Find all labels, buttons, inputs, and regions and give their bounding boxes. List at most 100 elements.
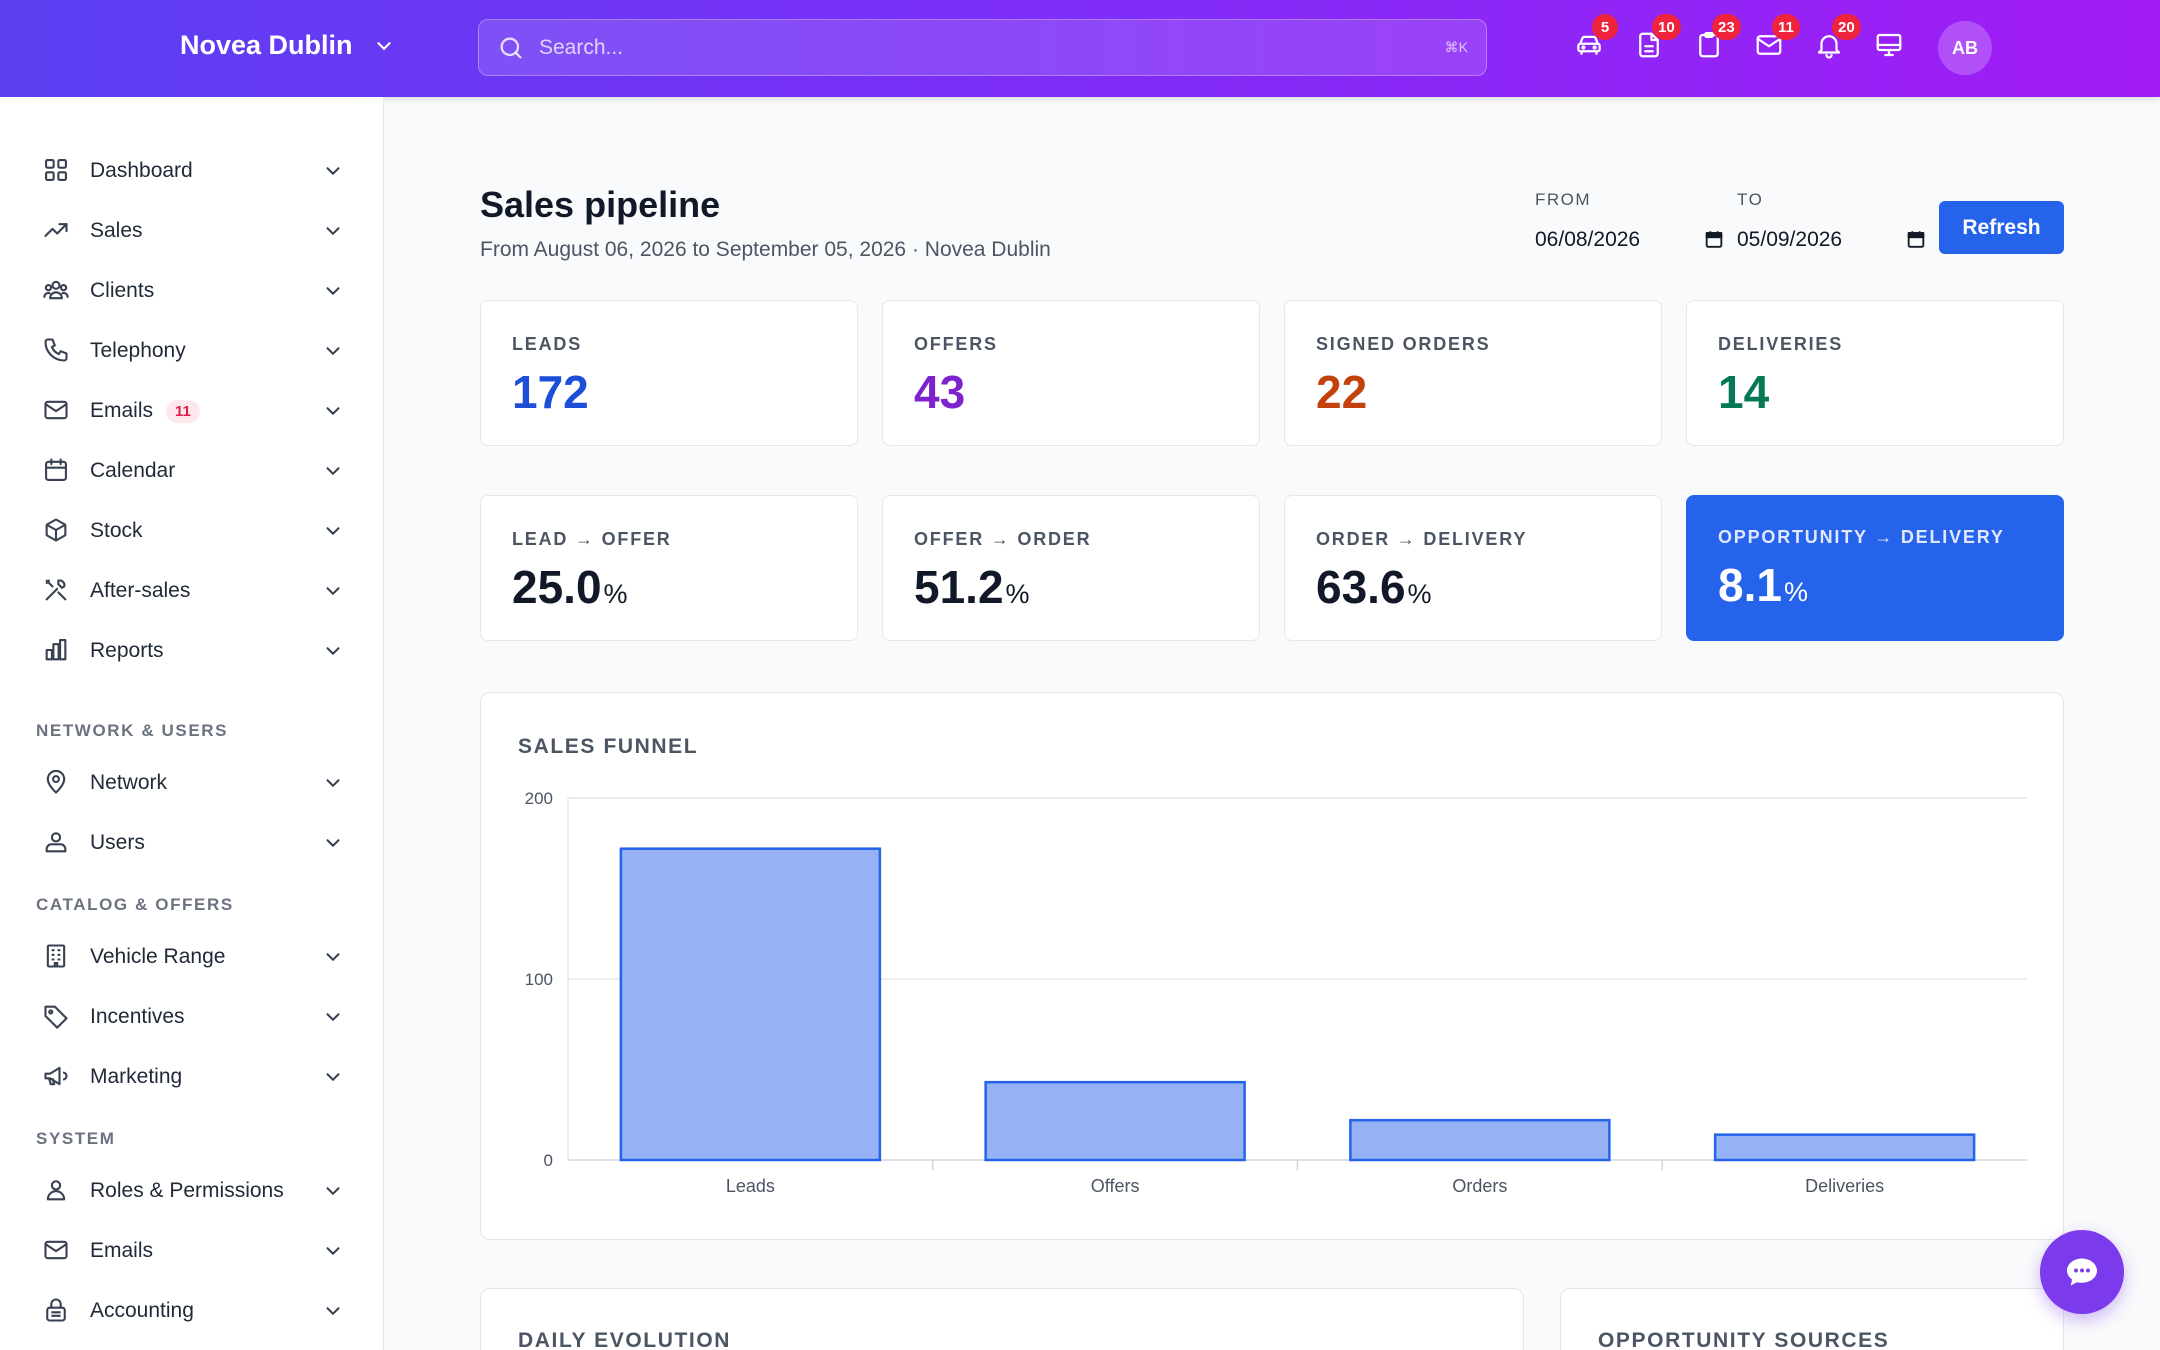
kpi-label: LEADS <box>512 334 583 354</box>
chevron-down-icon <box>322 946 344 968</box>
mail-button[interactable]: 11 <box>1754 14 1800 66</box>
sidebar-item-vehicle-range[interactable]: Vehicle Range <box>0 931 384 983</box>
grid-icon <box>42 156 72 186</box>
top-bar: Novea Dublin ⌘K 5 10 23 11 20 AB <box>0 0 2160 97</box>
sidebar-item-label: Telephony <box>90 339 186 362</box>
rate-card-lead-offer: LEAD → OFFER 25.0% <box>480 495 858 641</box>
mail-icon <box>1756 35 1782 55</box>
calendar-icon[interactable] <box>1703 228 1725 250</box>
calendar-icon[interactable] <box>1905 228 1927 250</box>
sidebar-item-telephony[interactable]: Telephony <box>0 325 384 377</box>
sidebar-item-network[interactable]: Network <box>0 757 384 809</box>
sidebar-item-label: Marketing <box>90 1065 183 1088</box>
sidebar-item-sales[interactable]: Sales <box>0 205 384 257</box>
kpi-card-signed-orders: SIGNED ORDERS 22 <box>1284 300 1662 446</box>
sidebar-item-label: Vehicle Range <box>90 945 226 968</box>
sidebar-item-label: Clients <box>90 279 155 302</box>
user-avatar[interactable]: AB <box>1938 21 1992 75</box>
chat-bubble-icon <box>2067 1258 2097 1286</box>
chevron-down-icon <box>322 400 344 422</box>
rate-value: 25.0 <box>512 561 602 613</box>
search-shortcut: ⌘K <box>1444 39 1468 55</box>
sales-funnel-chart: 0 100 200 Leads Offers Orders Deliveries <box>525 789 2027 1196</box>
kpi-label: SIGNED ORDERS <box>1316 334 1491 354</box>
sidebar-item-label: Sales <box>90 219 143 242</box>
chevron-down-icon <box>322 1006 344 1028</box>
rate-unit: % <box>1783 577 1808 607</box>
y-tick-label: 100 <box>525 970 553 989</box>
kpi-value: 14 <box>1718 366 1770 418</box>
car-icon <box>1577 35 1601 55</box>
page-title: Sales pipeline <box>480 184 721 225</box>
rate-value-wrap: 25.0% <box>512 560 628 614</box>
notification-badge: 10 <box>1652 14 1681 40</box>
sidebar-item-emails[interactable]: Emails 11 <box>0 385 384 437</box>
sidebar-item-after-sales[interactable]: After-sales <box>0 565 384 617</box>
sidebar-item-incentives[interactable]: Incentives <box>0 991 384 1043</box>
rate-unit: % <box>1005 579 1030 609</box>
chevron-down-icon <box>322 460 344 482</box>
sidebar-item-accounting[interactable]: Accounting <box>0 1285 384 1337</box>
search-bar[interactable]: ⌘K <box>478 19 1487 76</box>
chevron-down-icon <box>322 1180 344 1202</box>
chevron-down-icon <box>322 580 344 602</box>
brand-switcher[interactable]: Novea Dublin <box>180 30 395 61</box>
rate-label: LEAD → OFFER <box>512 529 672 549</box>
sidebar-item-label: Users <box>90 831 145 854</box>
rate-card-order-delivery: ORDER → DELIVERY 63.6% <box>1284 495 1662 641</box>
sidebar-item-system-emails[interactable]: Emails <box>0 1225 384 1277</box>
refresh-button[interactable]: Refresh <box>1939 201 2064 254</box>
mail-icon <box>42 1236 72 1266</box>
rate-label: ORDER → DELIVERY <box>1316 529 1528 549</box>
notification-badge: 5 <box>1592 14 1618 40</box>
documents-button[interactable]: 10 <box>1634 14 1681 66</box>
rate-value-wrap: 8.1% <box>1718 558 1808 612</box>
lock-icon <box>42 1296 72 1326</box>
search-icon <box>500 37 522 58</box>
funnel-bar <box>984 1080 1246 1162</box>
sidebar-item-label: Calendar <box>90 459 176 482</box>
opportunity-sources-panel: OPPORTUNITY SOURCES <box>1560 1288 2064 1350</box>
sidebar-item-reports[interactable]: Reports <box>0 625 384 677</box>
chevron-down-icon <box>322 640 344 662</box>
sidebar-item-label: Reports <box>90 639 164 662</box>
rate-value: 8.1 <box>1718 559 1782 611</box>
to-date-input[interactable]: 05/09/2026 <box>1737 222 1927 258</box>
y-tick-label: 200 <box>525 789 553 808</box>
brand-name: Novea Dublin <box>180 30 353 60</box>
emails-count-badge: 11 <box>166 399 200 423</box>
from-date-input[interactable]: 06/08/2026 <box>1535 222 1725 258</box>
kpi-value: 172 <box>512 366 589 418</box>
rate-value-wrap: 63.6% <box>1316 560 1432 614</box>
section-title-system: SYSTEM <box>36 1129 116 1148</box>
daily-evolution-panel: DAILY EVOLUTION <box>480 1288 1524 1350</box>
sidebar: Dashboard Sales Clients Telephony Emails… <box>0 97 384 1350</box>
sidebar-item-calendar[interactable]: Calendar <box>0 445 384 497</box>
kpi-value: 22 <box>1316 366 1368 418</box>
x-tick-label: Orders <box>1452 1176 1507 1196</box>
panel-title: OPPORTUNITY SOURCES <box>1598 1329 1890 1350</box>
sidebar-item-label: Emails <box>90 1239 154 1262</box>
sidebar-item-label: After-sales <box>90 579 191 602</box>
section-title-network-users: NETWORK & USERS <box>36 721 229 740</box>
search-input[interactable] <box>539 35 1419 60</box>
car-button[interactable]: 5 <box>1574 14 1618 66</box>
display-button[interactable] <box>1874 30 1910 66</box>
sidebar-item-users[interactable]: Users <box>0 817 384 869</box>
sidebar-item-marketing[interactable]: Marketing <box>0 1051 384 1103</box>
notifications-button[interactable]: 20 <box>1814 14 1861 66</box>
kpi-card-leads: LEADS 172 <box>480 300 858 446</box>
sidebar-item-roles-permissions[interactable]: Roles & Permissions <box>0 1165 384 1217</box>
panel-title: SALES FUNNEL <box>518 735 699 758</box>
chevron-down-icon <box>322 1066 344 1088</box>
sidebar-item-label: Stock <box>90 519 143 542</box>
sidebar-item-dashboard[interactable]: Dashboard <box>0 145 384 197</box>
sidebar-item-clients[interactable]: Clients <box>0 265 384 317</box>
sidebar-item-stock[interactable]: Stock <box>0 505 384 557</box>
tasks-button[interactable]: 23 <box>1694 14 1741 66</box>
chevron-down-icon <box>322 832 344 854</box>
chevron-down-icon <box>322 280 344 302</box>
monitor-icon <box>1876 33 1902 57</box>
to-label: TO <box>1737 190 1764 209</box>
chat-button[interactable] <box>2040 1230 2124 1314</box>
